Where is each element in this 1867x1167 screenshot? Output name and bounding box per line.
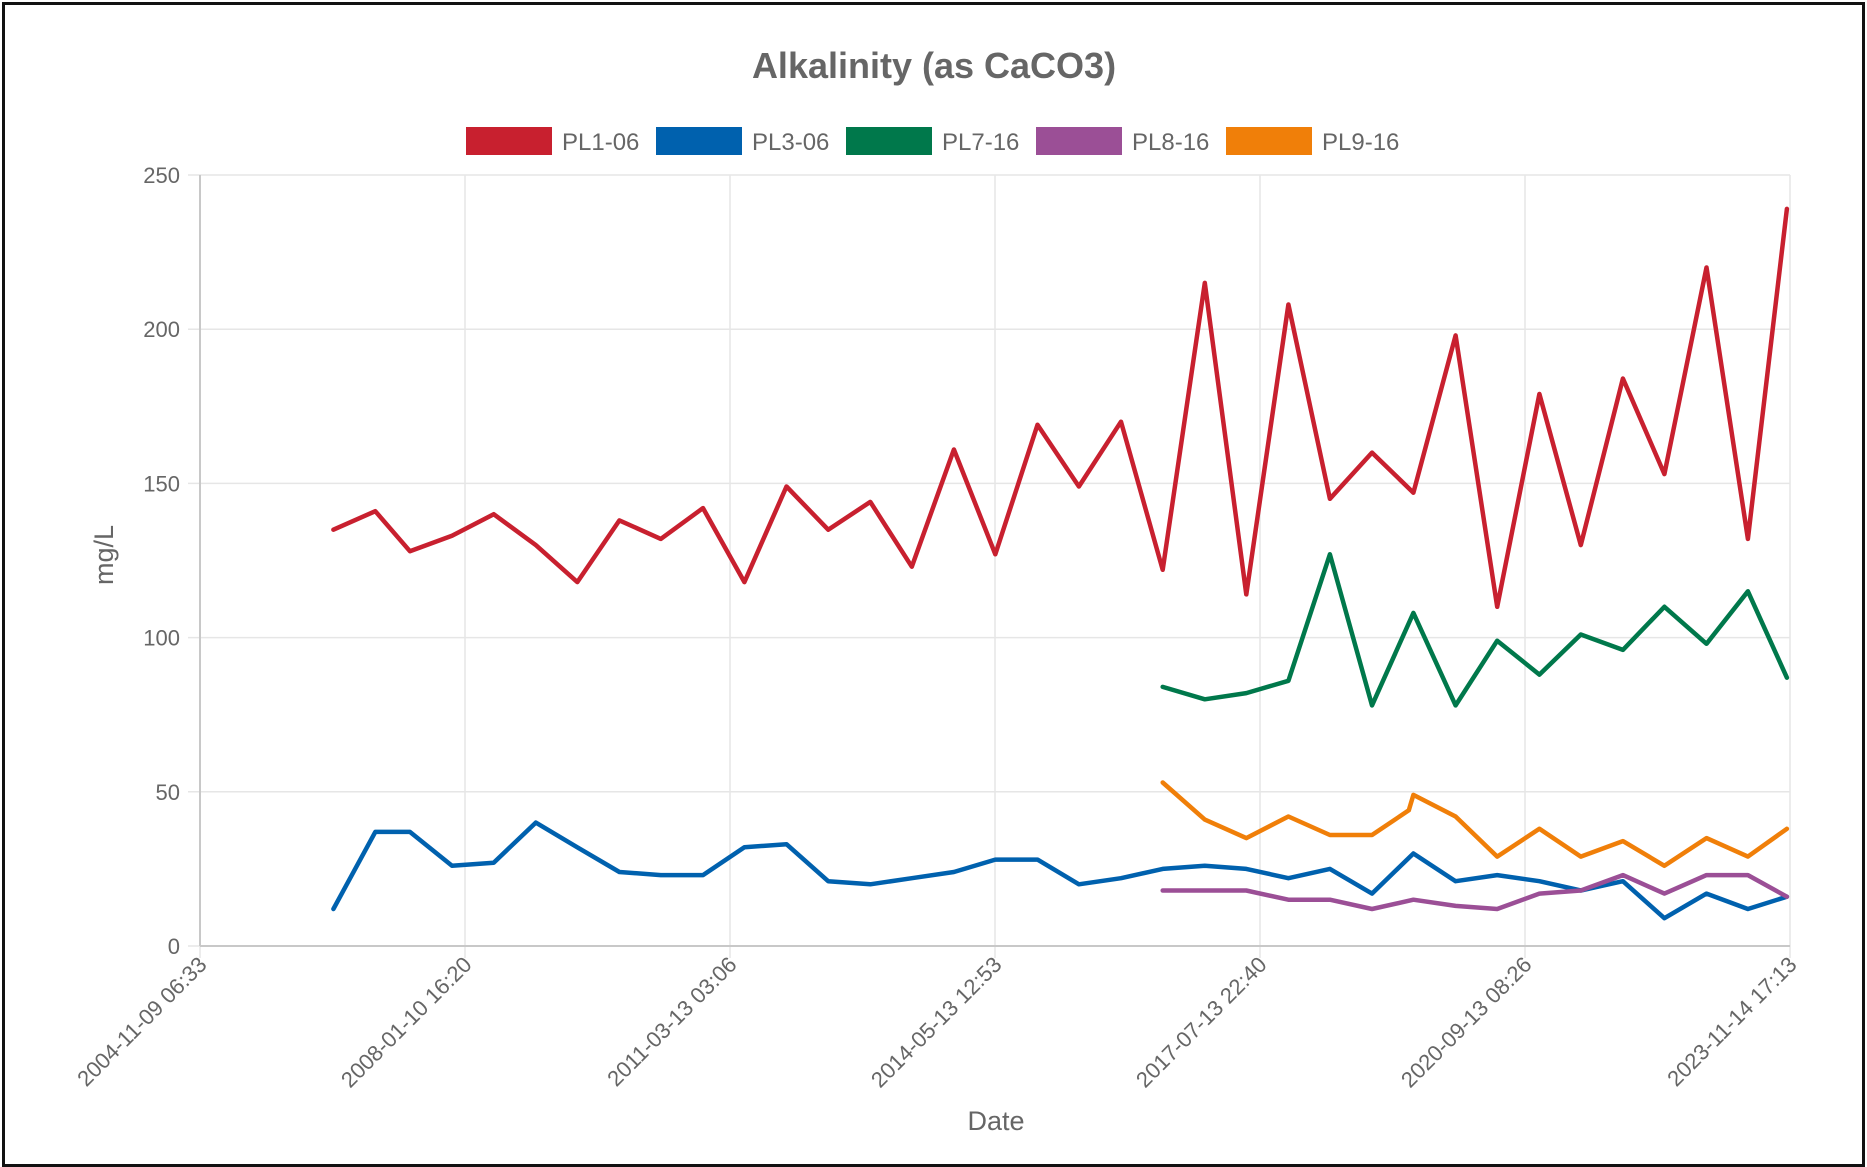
legend-item-pl3-06[interactable]: PL3-06: [656, 127, 829, 156]
legend-label: PL8-16: [1132, 129, 1209, 156]
series-lines: [331, 206, 1790, 921]
legend-label: PL3-06: [752, 129, 829, 156]
y-tick-label: 250: [143, 163, 180, 188]
legend-label: PL7-16: [942, 129, 1019, 156]
y-tick-label: 150: [143, 471, 180, 496]
y-tick-label: 50: [156, 780, 180, 805]
y-tick-label: 100: [143, 626, 180, 651]
legend-item-pl8-16[interactable]: PL8-16: [1036, 127, 1209, 156]
x-tick-label: 2008-01-10 16:20: [336, 952, 477, 1093]
legend-swatch: [656, 127, 742, 155]
legend-swatch: [1226, 127, 1312, 155]
x-tick-labels: 2004-11-09 06:33 2008-01-10 16:20 2011-03-…: [72, 952, 1801, 1093]
legend-item-pl9-16[interactable]: PL9-16: [1226, 127, 1399, 156]
x-tick-label: 2023-11-14 17:13: [1662, 952, 1801, 1091]
chart-title: Alkalinity (as CaCO3): [752, 45, 1116, 86]
y-axis-title: mg/L: [89, 525, 119, 585]
x-tick-label: 2017-07-13 22:40: [1131, 952, 1272, 1093]
legend-label: PL1-06: [562, 129, 639, 156]
series-line-pl1-06: [331, 206, 1790, 610]
y-tick-labels: 0 50 100 150 200 250: [143, 163, 180, 959]
series-line-pl8-16: [1160, 872, 1790, 912]
series-line-pl3-06: [331, 820, 1790, 921]
y-tick-label: 200: [143, 317, 180, 342]
x-tick-label: 2014-05-13 12:53: [866, 952, 1007, 1093]
x-tick-label: 2004-11-09 06:33: [72, 952, 211, 1091]
legend-label: PL9-16: [1322, 129, 1399, 156]
legend-swatch: [1036, 127, 1122, 155]
x-tick-label: 2020-09-13 08:26: [1396, 952, 1537, 1093]
legend-swatch: [466, 127, 552, 155]
grid-lines: [188, 174, 1791, 958]
legend-swatch: [846, 127, 932, 155]
x-tick-label: 2011-03-13 03:06: [602, 952, 741, 1091]
series-line-pl7-16: [1160, 552, 1790, 708]
axes: [199, 175, 1790, 947]
legend-item-pl1-06[interactable]: PL1-06: [466, 127, 639, 156]
x-axis-title: Date: [967, 1106, 1024, 1136]
legend-item-pl7-16[interactable]: PL7-16: [846, 127, 1019, 156]
y-tick-label: 0: [168, 934, 180, 959]
series-line-pl9-16: [1160, 780, 1790, 869]
legend: PL1-06 PL3-06 PL7-16 PL8-16 PL9-16: [466, 127, 1399, 156]
